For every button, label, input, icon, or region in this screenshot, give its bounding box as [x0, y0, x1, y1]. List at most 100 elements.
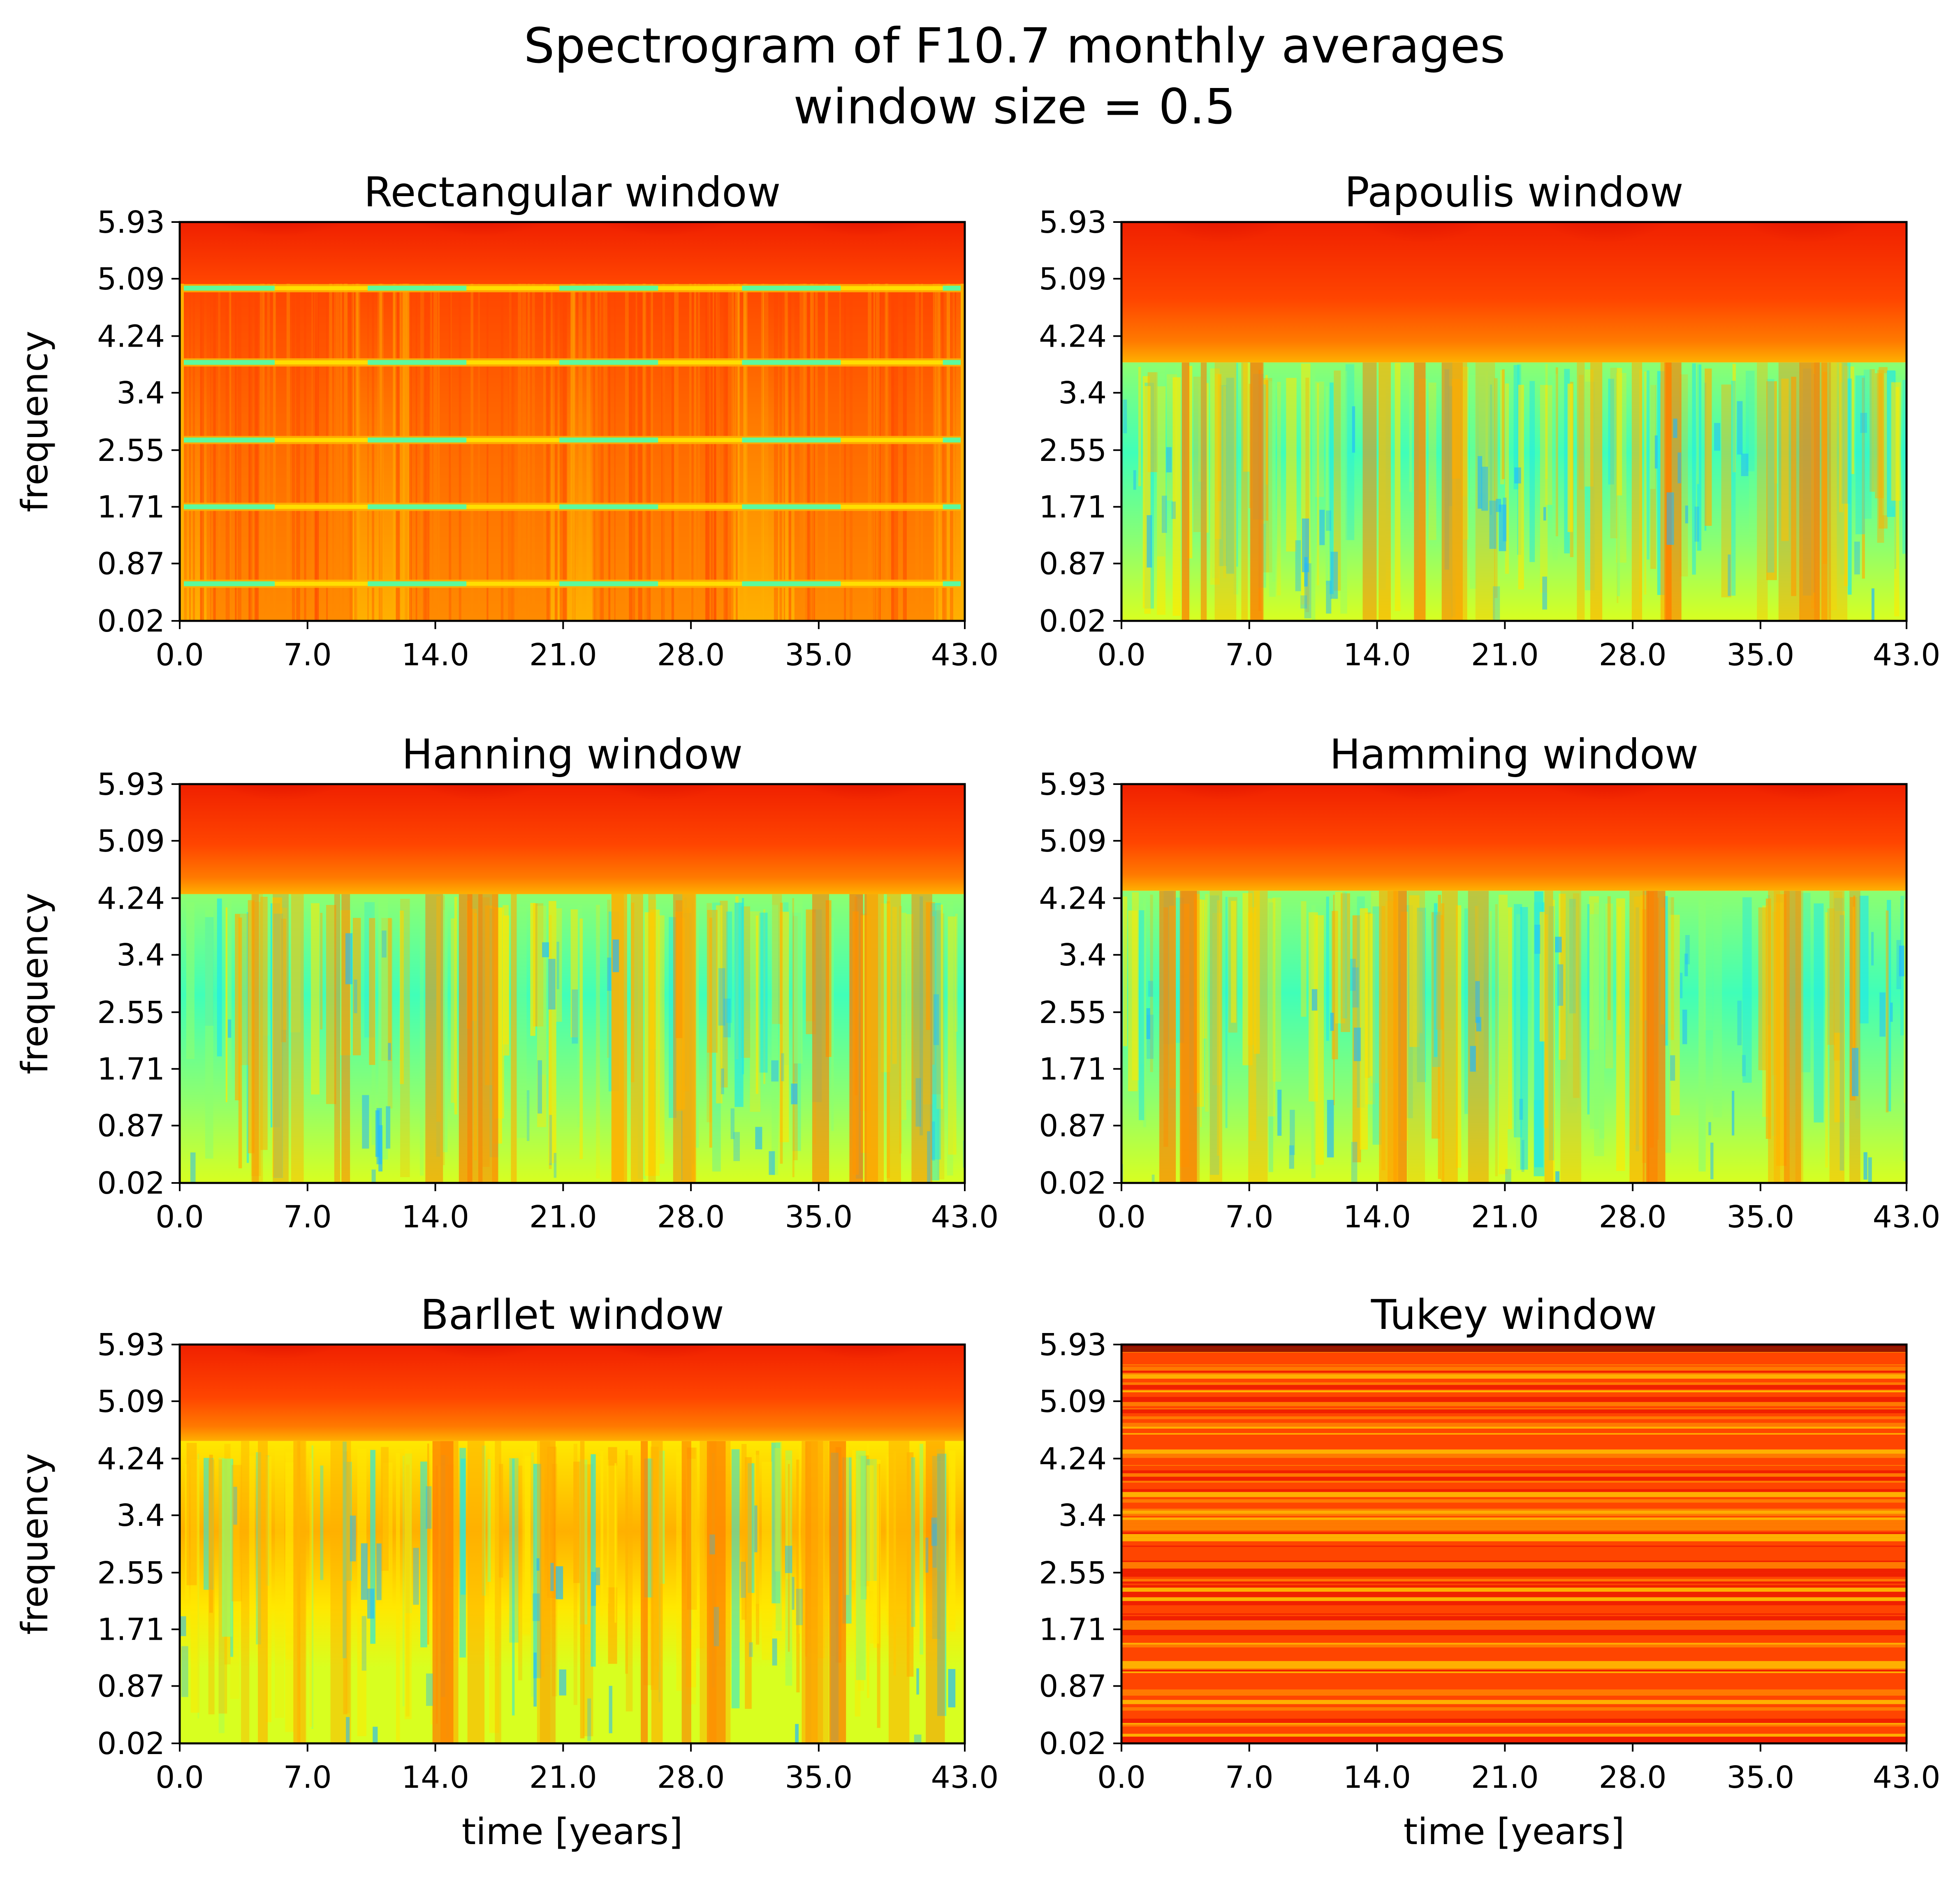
x-tick-label: 43.0 [931, 1199, 999, 1235]
x-tick-label: 14.0 [1343, 1760, 1411, 1795]
y-tick-label: 4.24 [1039, 1441, 1107, 1477]
y-tick-label: 1.71 [97, 1612, 165, 1648]
y-tick-label: 2.55 [1039, 433, 1107, 468]
y-tick-label: 4.24 [97, 881, 165, 916]
subplot-hamming-window: Hamming window 0.0 7.0 14.0 21.0 28.0 35.0 43.0… [1039, 730, 1941, 1235]
x-tick-label: 0.0 [155, 1760, 204, 1795]
x-tick-label: 0.0 [1097, 1760, 1146, 1795]
x-tick-label: 14.0 [401, 1760, 469, 1795]
x-tick-label: 35.0 [1726, 1199, 1794, 1235]
y-tick-label: 5.09 [1039, 1384, 1107, 1419]
x-tick-label: 14.0 [1343, 1199, 1411, 1235]
x-tick-label: 43.0 [1873, 1760, 1941, 1795]
y-tick-label: 0.02 [97, 1166, 165, 1201]
y-tick-label: 3.4 [116, 375, 165, 411]
y-axis-label: frequency [14, 1453, 56, 1634]
x-tick-label: 43.0 [1873, 1199, 1941, 1235]
y-tick-label: 4.24 [1039, 319, 1107, 354]
subplot-grid: Rectangular window 0.0 7.0 14.0 21.0 28.0 35.0… [14, 168, 1941, 1853]
y-tick-label: 4.24 [97, 1441, 165, 1477]
x-tick-label: 21.0 [1471, 1199, 1539, 1235]
axes-frame [178, 783, 966, 1184]
x-axis-label: time [years] [1404, 1810, 1625, 1853]
x-tick-label: 0.0 [1097, 1199, 1146, 1235]
heatmap-image [180, 784, 965, 1183]
x-tick-label: 43.0 [931, 1760, 999, 1795]
heatmap-image [180, 1345, 965, 1743]
y-tick-label: 5.09 [1039, 262, 1107, 297]
subplot-papoulis-window: Papoulis window 0.0 7.0 14.0 21.0 28.0 35.0 43.… [1039, 168, 1941, 673]
x-tick-label: 7.0 [283, 1199, 332, 1235]
x-tick-label: 7.0 [1225, 1760, 1274, 1795]
y-tick-label: 5.93 [1039, 205, 1107, 240]
figure-title-line2: window size = 0.5 [793, 78, 1236, 135]
x-tick-label: 21.0 [529, 637, 597, 673]
x-tick-label: 7.0 [1225, 637, 1274, 673]
y-tick-label: 5.93 [97, 1327, 165, 1363]
y-tick-label: 0.87 [1039, 1108, 1107, 1143]
axes-frame [178, 1343, 966, 1745]
x-tick-label: 43.0 [931, 637, 999, 673]
y-tick-label: 5.09 [97, 1384, 165, 1419]
x-tick-label: 43.0 [1873, 637, 1941, 673]
heatmap-image [1121, 784, 1907, 1183]
y-tick-label: 1.71 [97, 1052, 165, 1087]
y-tick-label: 3.4 [1058, 937, 1107, 973]
subplot-title: Papoulis window [1345, 168, 1684, 216]
y-tick-label: 4.24 [97, 319, 165, 354]
subplot-hanning-window: Hanning window 0.0 7.0 14.0 21.0 28.0 35.0 43.0… [14, 730, 999, 1235]
subplot-barllet-window: Barllet window 0.0 7.0 14.0 21.0 28.0 35.0 43.0… [14, 1291, 999, 1853]
x-tick-label: 28.0 [1599, 1199, 1667, 1235]
x-tick-label: 35.0 [1726, 1760, 1794, 1795]
subplot-title: Tukey window [1371, 1291, 1657, 1339]
y-tick-label: 2.55 [97, 1555, 165, 1591]
y-tick-label: 0.87 [1039, 546, 1107, 581]
y-tick-label: 3.4 [1058, 1498, 1107, 1533]
x-tick-label: 0.0 [1097, 637, 1146, 673]
x-tick-label: 14.0 [401, 1199, 469, 1235]
x-tick-label: 35.0 [785, 1760, 853, 1795]
y-tick-label: 1.71 [1039, 1612, 1107, 1648]
axes-frame [1120, 783, 1908, 1184]
axes-frame [1120, 221, 1908, 622]
x-tick-label: 21.0 [529, 1760, 597, 1795]
y-tick-label: 0.87 [1039, 1669, 1107, 1704]
y-tick-label: 5.09 [97, 262, 165, 297]
y-tick-label: 4.24 [1039, 881, 1107, 916]
y-tick-label: 1.71 [1039, 490, 1107, 525]
subplot-title: Barllet window [420, 1291, 724, 1339]
x-axis-label: time [years] [462, 1810, 683, 1853]
subplot-title: Rectangular window [364, 168, 781, 216]
figure-title-line1: Spectrogram of F10.7 monthly averages [524, 17, 1506, 74]
x-tick-label: 28.0 [657, 1760, 725, 1795]
y-tick-label: 0.02 [1039, 1726, 1107, 1761]
x-tick-label: 0.0 [155, 1199, 204, 1235]
x-tick-label: 0.0 [155, 637, 204, 673]
y-tick-label: 2.55 [97, 433, 165, 468]
y-tick-label: 0.87 [97, 546, 165, 581]
y-tick-label: 2.55 [1039, 995, 1107, 1030]
x-tick-label: 21.0 [529, 1199, 597, 1235]
x-tick-label: 28.0 [1599, 637, 1667, 673]
x-tick-label: 28.0 [1599, 1760, 1667, 1795]
subplot-tukey-window: Tukey window 0.0 7.0 14.0 21.0 28.0 35.0 43.0 0.… [1039, 1291, 1940, 1853]
y-tick-label: 5.09 [1039, 824, 1107, 859]
y-tick-label: 0.02 [97, 604, 165, 639]
x-tick-label: 35.0 [785, 637, 853, 673]
x-tick-label: 14.0 [1343, 637, 1411, 673]
axes-frame [178, 221, 966, 622]
y-tick-label: 5.93 [1039, 1327, 1107, 1363]
y-tick-label: 3.4 [116, 937, 165, 973]
y-tick-label: 0.87 [97, 1108, 165, 1143]
x-tick-label: 14.0 [401, 637, 469, 673]
y-tick-label: 2.55 [1039, 1555, 1107, 1591]
x-tick-label: 28.0 [657, 637, 725, 673]
y-tick-label: 5.09 [97, 824, 165, 859]
x-tick-label: 7.0 [283, 637, 332, 673]
x-tick-label: 28.0 [657, 1199, 725, 1235]
x-tick-label: 21.0 [1471, 1760, 1539, 1795]
y-tick-label: 0.87 [97, 1669, 165, 1704]
y-tick-label: 0.02 [1039, 604, 1107, 639]
y-tick-label: 3.4 [116, 1498, 165, 1533]
